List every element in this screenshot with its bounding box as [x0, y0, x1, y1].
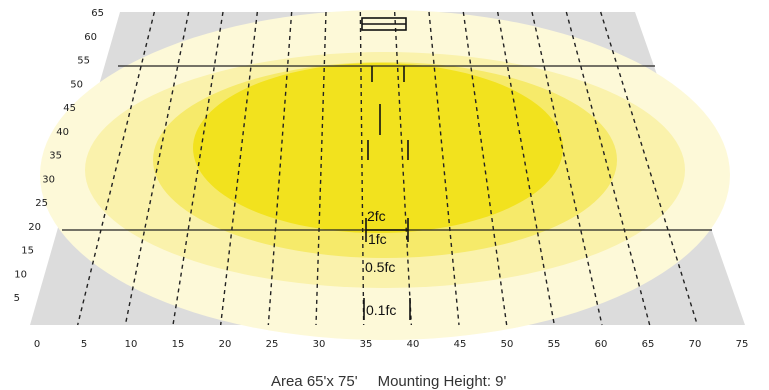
caption-area: Area 65'x 75' — [270, 373, 358, 390]
contour-label-1fc: 1fc — [368, 231, 387, 247]
x-tick-label: 75 — [736, 339, 749, 350]
y-tick-label: 60 — [84, 32, 97, 43]
y-tick-label: 45 — [63, 103, 76, 114]
x-tick-label: 0 — [34, 339, 40, 350]
grid-line — [565, 11, 651, 326]
y-tick-label: 65 — [91, 8, 104, 19]
fixture-markers — [361, 17, 411, 320]
x-tick-label: 45 — [454, 339, 467, 350]
dashed-grid-lines — [76, 11, 699, 326]
grid-line — [124, 11, 190, 326]
x-tick-label: 60 — [595, 339, 608, 350]
y-tick-label: 40 — [56, 127, 69, 138]
x-tick-label: 5 — [81, 339, 87, 350]
x-tick-label: 10 — [125, 339, 138, 350]
y-tick-label: 5 — [14, 293, 20, 304]
contour-label-0.5fc: 0.5fc — [365, 259, 395, 275]
contour-label-2fc: 2fc — [367, 208, 386, 224]
grid-line — [496, 11, 556, 326]
y-tick-label: 15 — [21, 246, 34, 257]
y-tick-label: 10 — [14, 269, 27, 280]
y-tick-label: 20 — [28, 222, 41, 233]
y-axis-ticks: 5 10 15 20 25 30 35 40 45 50 55 60 65 — [14, 8, 104, 304]
x-axis-ticks: 0 5 10 15 20 25 30 35 40 45 50 55 60 65 70 75 — [34, 339, 749, 350]
caption-mounting-height: Mounting Height: 9' — [377, 373, 507, 390]
x-tick-label: 50 — [501, 339, 514, 350]
grid-line — [76, 11, 156, 326]
x-tick-label: 30 — [313, 339, 326, 350]
contour-label-0.1fc: 0.1fc — [366, 302, 396, 318]
caption: Area 65'x 75' Mounting Height: 9' — [0, 356, 769, 390]
x-tick-label: 15 — [172, 339, 185, 350]
y-tick-label: 35 — [49, 151, 62, 162]
x-tick-label: 35 — [360, 339, 373, 350]
x-tick-label: 20 — [219, 339, 232, 350]
x-tick-label: 65 — [642, 339, 655, 350]
x-tick-label: 40 — [407, 339, 420, 350]
grid-line — [599, 11, 699, 326]
grid-line — [172, 11, 224, 326]
y-tick-label: 55 — [77, 56, 90, 67]
y-tick-label: 25 — [35, 198, 48, 209]
y-tick-label: 30 — [42, 174, 55, 185]
x-tick-label: 25 — [266, 339, 279, 350]
grid-line — [531, 11, 603, 326]
contour-group — [40, 10, 730, 340]
x-tick-label: 70 — [689, 339, 702, 350]
y-tick-label: 50 — [70, 79, 83, 90]
contour-2fc — [193, 63, 563, 233]
x-tick-label: 55 — [548, 339, 561, 350]
